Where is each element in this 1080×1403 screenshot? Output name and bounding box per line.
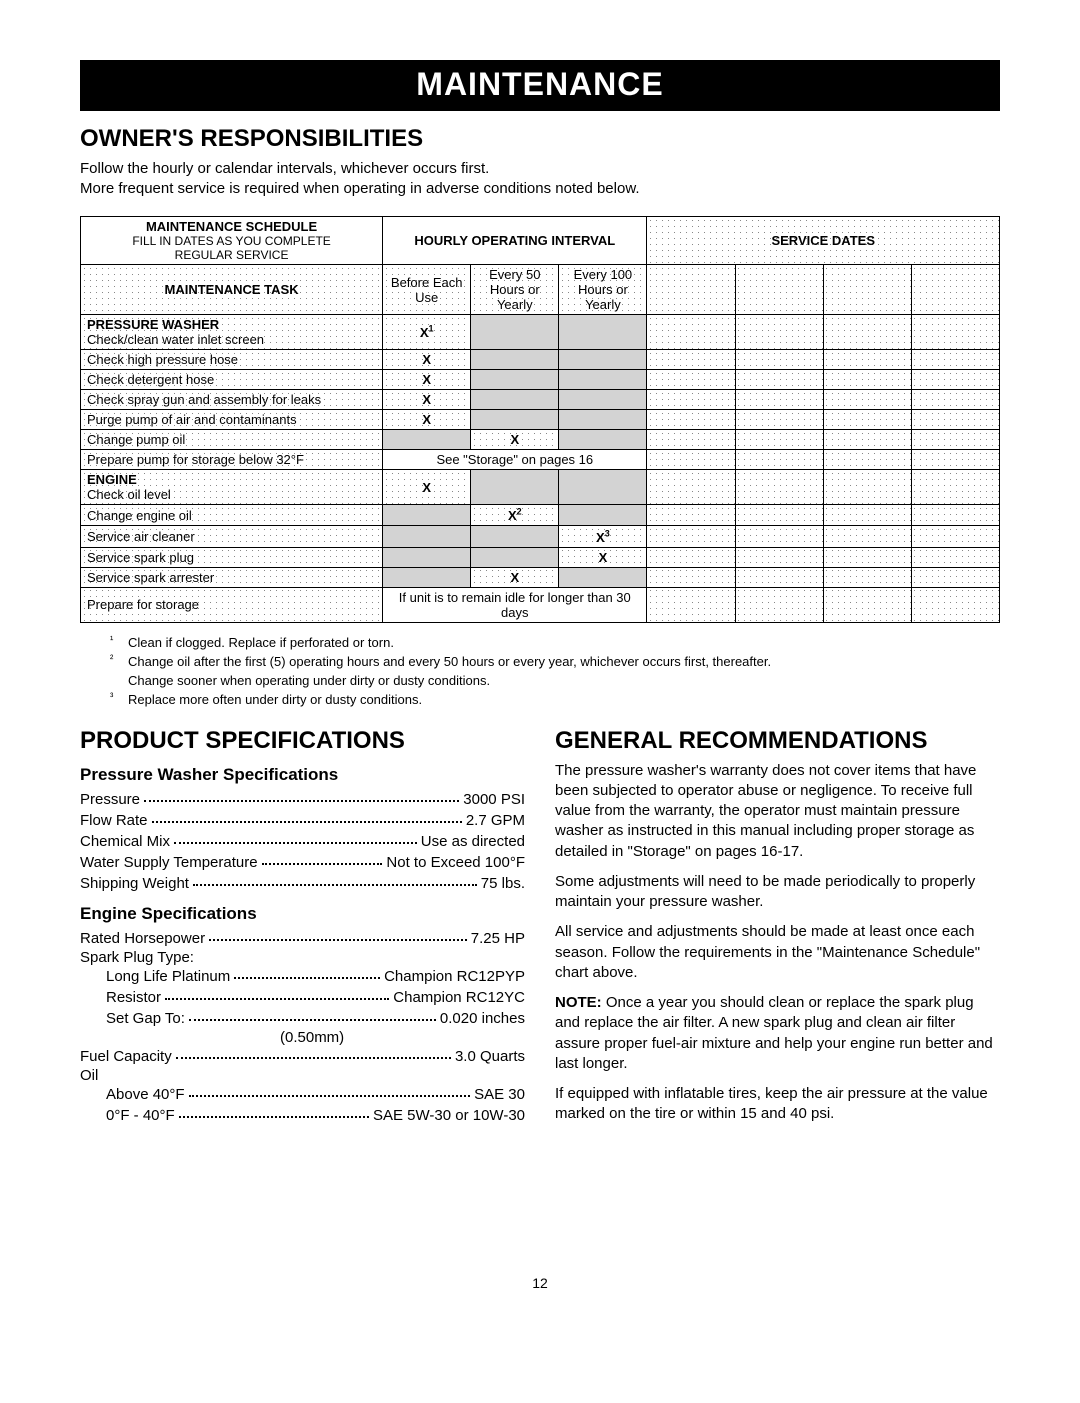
table-row: Prepare for storageIf unit is to remain …: [81, 587, 1000, 622]
spec-line: 0°F - 40°FSAE 5W-30 or 10W-30: [106, 1105, 525, 1126]
spec-line: Shipping Weight75 lbs.: [80, 873, 525, 894]
intro-line1: Follow the hourly or calendar intervals,…: [80, 159, 1000, 179]
footnote-3: ³Replace more often under dirty or dusty…: [110, 692, 970, 707]
table-row: Check detergent hoseX: [81, 370, 1000, 390]
table-row: ENGINECheck oil levelX: [81, 470, 1000, 505]
table-row: Service spark arresterX: [81, 567, 1000, 587]
table-row: Purge pump of air and contaminantsX: [81, 410, 1000, 430]
footnote-2a: ²Change oil after the first (5) operatin…: [110, 654, 970, 669]
footnote-2b: Change sooner when operating under dirty…: [110, 673, 970, 688]
spec-line: Long Life PlatinumChampion RC12PYP: [106, 966, 525, 987]
product-specs-heading: PRODUCT SPECIFICATIONS: [80, 727, 525, 755]
oil-label: Oil: [80, 1067, 525, 1084]
spark-plug-type-label: Spark Plug Type:: [80, 949, 525, 966]
rec-p1: The pressure washer's warranty does not …: [555, 761, 1000, 862]
table-row: Change pump oilX: [81, 430, 1000, 450]
footnotes-list: ¹Clean if clogged. Replace if perforated…: [110, 635, 970, 707]
table-row: PRESSURE WASHERCheck/clean water inlet s…: [81, 315, 1000, 350]
table-row: Check spray gun and assembly for leaksX: [81, 390, 1000, 410]
rec-p2: Some adjustments will need to be made pe…: [555, 872, 1000, 913]
intro-line2: More frequent service is required when o…: [80, 179, 1000, 199]
general-recs-column: GENERAL RECOMMENDATIONS The pressure was…: [555, 727, 1000, 1135]
intro-block: Follow the hourly or calendar intervals,…: [80, 159, 1000, 198]
general-recs-heading: GENERAL RECOMMENDATIONS: [555, 727, 1000, 755]
owners-resp-heading: OWNER'S RESPONSIBILITIES: [80, 125, 1000, 153]
spec-line: Above 40°FSAE 30: [106, 1084, 525, 1105]
spec-line: Flow Rate2.7 GPM: [80, 810, 525, 831]
rec-p4: NOTE: Once a year you should clean or re…: [555, 993, 1000, 1074]
table-row: Service spark plugX: [81, 547, 1000, 567]
table-row: Change engine oilX2: [81, 505, 1000, 526]
spec-line: Water Supply TemperatureNot to Exceed 10…: [80, 852, 525, 873]
rec-p5: If equipped with inflatable tires, keep …: [555, 1084, 1000, 1125]
footnote-1: ¹Clean if clogged. Replace if perforated…: [110, 635, 970, 650]
engine-specs-subheading: Engine Specifications: [80, 904, 525, 924]
rec-p3: All service and adjustments should be ma…: [555, 922, 1000, 983]
maintenance-schedule-table: MAINTENANCE SCHEDULEFILL IN DATES AS YOU…: [80, 216, 1000, 623]
product-specs-column: PRODUCT SPECIFICATIONS Pressure Washer S…: [80, 727, 525, 1135]
gap-subvalue: (0.50mm): [280, 1029, 525, 1046]
spec-line: Chemical MixUse as directed: [80, 831, 525, 852]
spec-line: Pressure3000 PSI: [80, 789, 525, 810]
spec-fuel-capacity: Fuel Capacity3.0 Quarts: [80, 1046, 525, 1067]
spec-line: Set Gap To:0.020 inches: [106, 1008, 525, 1029]
table-row: Prepare pump for storage below 32°FSee "…: [81, 450, 1000, 470]
page-number: 12: [80, 1275, 1000, 1291]
spec-rated-hp: Rated Horsepower7.25 HP: [80, 928, 525, 949]
page-banner: MAINTENANCE: [80, 60, 1000, 111]
table-row: Check high pressure hoseX: [81, 350, 1000, 370]
spec-line: ResistorChampion RC12YC: [106, 987, 525, 1008]
table-row: Service air cleanerX3: [81, 526, 1000, 547]
pw-specs-subheading: Pressure Washer Specifications: [80, 765, 525, 785]
